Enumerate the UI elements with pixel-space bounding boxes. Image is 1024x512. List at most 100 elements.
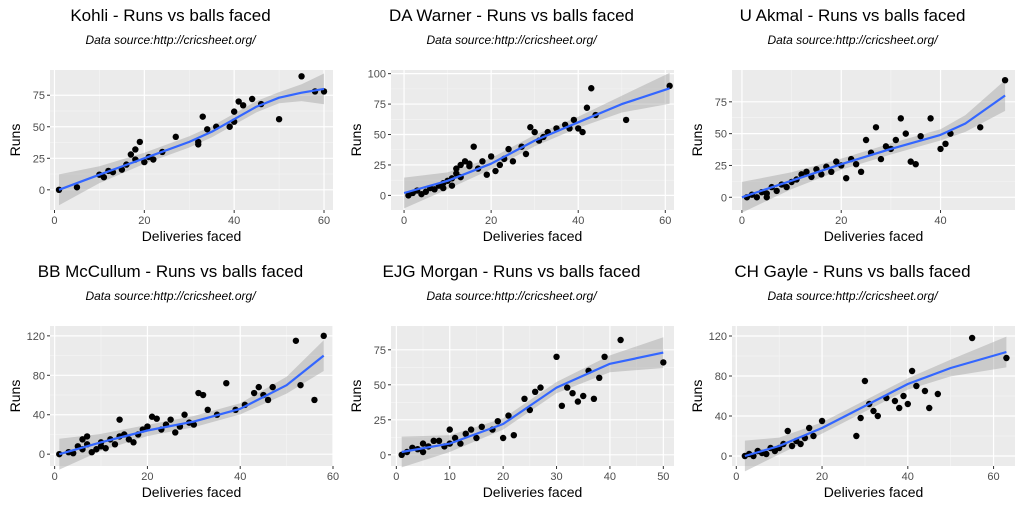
data-point: [763, 194, 770, 201]
data-point: [453, 165, 460, 172]
data-point: [93, 446, 100, 453]
data-point: [448, 182, 456, 189]
data-point: [292, 337, 300, 344]
x-tick-label: 20: [485, 215, 497, 227]
data-point: [297, 381, 304, 389]
data-point: [226, 123, 233, 130]
data-point: [457, 440, 464, 447]
data-point: [797, 440, 804, 448]
chart-title: EJG Morgan - Runs vs balls faced: [382, 262, 641, 281]
data-point: [136, 138, 144, 146]
chart-panel-warner: DA Warner - Runs vs balls faced Data sou…: [341, 0, 682, 256]
x-axis-label: Deliveries faced: [824, 484, 924, 500]
chart-subtitle: Data source:http://cricsheet.org/: [85, 289, 256, 303]
data-point: [977, 124, 984, 131]
data-point: [204, 406, 211, 414]
y-tick-label: 50: [33, 122, 45, 134]
smooth-line: [403, 87, 670, 195]
x-tick-label: 40: [234, 471, 246, 483]
data-point: [579, 128, 586, 136]
data-point: [874, 412, 881, 420]
y-tick-label: 80: [33, 370, 45, 382]
data-point: [88, 448, 95, 456]
data-point: [828, 168, 835, 176]
x-tick-label: 20: [497, 471, 509, 483]
x-tick-label: 0: [393, 471, 399, 483]
data-point: [857, 414, 864, 422]
x-tick-label: 40: [572, 215, 584, 227]
x-tick-label: 50: [657, 471, 669, 483]
data-point: [483, 171, 490, 178]
x-axis-label: Deliveries faced: [483, 484, 583, 500]
chart-panel-kohli: Kohli - Runs vs balls faced Data source:…: [0, 0, 341, 256]
data-point: [937, 145, 944, 153]
data-point: [904, 400, 912, 408]
data-point: [248, 95, 256, 103]
x-tick-label: 20: [138, 215, 150, 227]
data-point: [660, 359, 667, 366]
data-point: [79, 436, 86, 443]
data-point: [467, 426, 475, 433]
chart-subtitle: Data source:http://cricsheet.org/: [426, 33, 597, 47]
data-point: [872, 124, 880, 131]
data-point: [521, 395, 528, 402]
data-point: [494, 418, 501, 425]
data-point: [861, 377, 869, 385]
data-point: [526, 406, 534, 414]
data-point: [466, 162, 473, 170]
chart-subtitle: Data source:http://cricsheet.org/: [426, 289, 597, 303]
y-tick-label: 40: [33, 410, 45, 422]
data-point: [1003, 354, 1010, 362]
smooth-line: [741, 94, 1006, 199]
data-point: [531, 128, 538, 136]
plot-background: [732, 70, 1015, 210]
data-point: [773, 187, 780, 195]
chart-title: DA Warner - Runs vs balls faced: [388, 6, 634, 25]
x-tick-label: 40: [604, 471, 616, 483]
data-point: [398, 451, 405, 458]
data-point: [853, 432, 860, 440]
data-point: [852, 160, 860, 168]
y-tick-label: 0: [39, 449, 45, 461]
data-point: [666, 82, 673, 90]
data-point: [311, 396, 318, 404]
x-tick-label: 40: [902, 471, 914, 483]
data-point: [583, 104, 591, 111]
data-point: [430, 437, 437, 444]
x-tick-label: 60: [327, 471, 339, 483]
data-point: [564, 384, 571, 391]
data-point: [255, 383, 262, 391]
plot-kohli: 0 20 40 60 0 25 50 75 Deliveries faced Runs: [7, 70, 333, 244]
y-tick-label: 100: [368, 69, 386, 81]
chart-panel-mccullum: BB McCullum - Runs vs balls faced Data s…: [0, 256, 341, 512]
data-point: [462, 430, 469, 437]
data-point: [199, 113, 206, 120]
data-point: [833, 158, 840, 165]
data-point: [783, 183, 790, 191]
data-point: [803, 168, 810, 176]
data-point: [900, 392, 907, 400]
data-point: [942, 140, 949, 148]
data-point: [451, 434, 459, 442]
data-point: [111, 441, 119, 448]
data-point: [870, 407, 877, 415]
data-point: [239, 102, 247, 109]
data-point: [419, 448, 427, 456]
y-axis-label: Runs: [348, 380, 364, 413]
data-point: [882, 143, 890, 150]
data-point: [453, 170, 460, 177]
y-tick-label: 75: [374, 99, 386, 111]
data-point: [431, 186, 438, 193]
data-point: [917, 132, 924, 140]
plot-akmal: 0 20 40 0 25 50 75 Deliveries faced Runs: [689, 70, 1015, 244]
x-tick-label: 60: [987, 471, 999, 483]
data-point: [56, 450, 63, 458]
x-tick-label: 40: [934, 215, 946, 227]
data-point: [496, 161, 504, 169]
x-axis-label: Deliveries faced: [824, 228, 924, 244]
data-point: [132, 146, 139, 153]
data-point: [153, 415, 160, 422]
data-point: [927, 115, 934, 122]
data-point: [574, 398, 582, 405]
y-tick-label: 25: [374, 415, 386, 427]
